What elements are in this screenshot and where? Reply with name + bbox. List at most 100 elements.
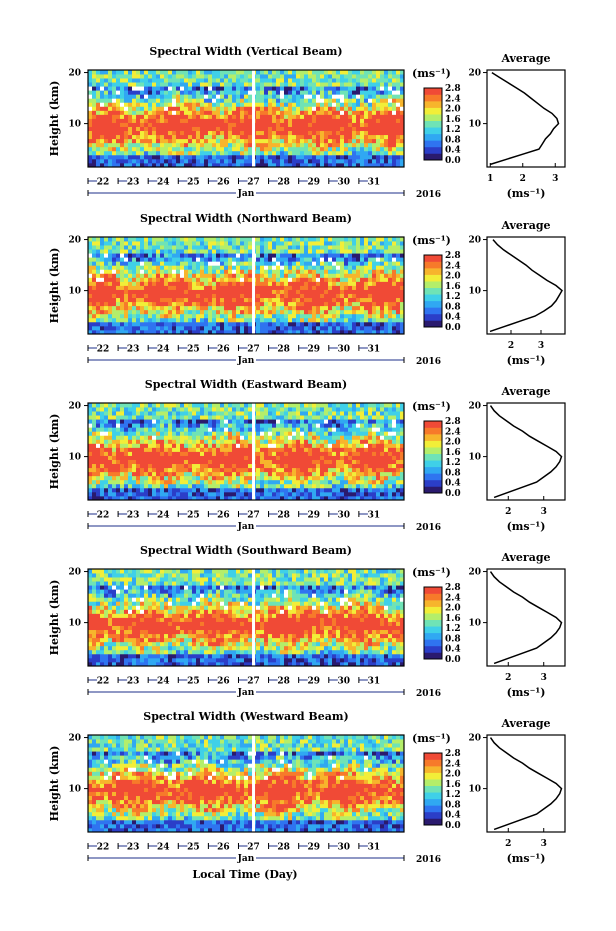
heatmap-cell xyxy=(280,325,285,331)
heatmap-cell xyxy=(308,146,313,152)
heatmap-cell xyxy=(284,257,289,262)
heatmap-cell xyxy=(396,281,401,286)
heatmap-cell xyxy=(184,313,189,319)
heatmap-cell xyxy=(164,329,169,335)
heatmap-cell xyxy=(376,305,381,311)
heatmap-cell xyxy=(112,479,117,485)
heatmap-cell xyxy=(248,249,253,254)
heatmap-cell xyxy=(384,329,389,335)
heatmap-cell xyxy=(128,158,133,164)
heatmap-cell xyxy=(316,130,321,136)
heatmap-cell xyxy=(148,154,153,160)
heatmap-cell xyxy=(292,142,297,148)
heatmap-cell xyxy=(396,273,401,278)
heatmap-cell xyxy=(120,447,125,452)
heatmap-cell xyxy=(296,289,301,294)
heatmap-cell xyxy=(256,447,261,452)
heatmap-cell xyxy=(180,309,185,315)
heatmap-cell xyxy=(376,249,381,254)
heatmap-cell xyxy=(92,237,97,242)
heatmap-cell xyxy=(372,142,377,148)
heatmap-cell xyxy=(224,305,229,311)
heatmap-cell xyxy=(296,110,301,115)
heatmap-cell xyxy=(156,435,161,440)
heatmap-cell xyxy=(208,245,213,250)
heatmap-cell xyxy=(240,471,245,477)
heatmap-cell xyxy=(216,491,221,497)
y-axis-label: Height (km) xyxy=(48,81,61,157)
heatmap-cell xyxy=(344,162,349,168)
heatmap-cell xyxy=(196,134,201,140)
heatmap-cell xyxy=(148,313,153,319)
heatmap-cell xyxy=(168,102,173,107)
heatmap-cell xyxy=(116,285,121,290)
heatmap-cell xyxy=(220,257,225,262)
heatmap-cell xyxy=(304,86,309,91)
heatmap-cell xyxy=(140,126,145,132)
heatmap-cell xyxy=(300,305,305,311)
heatmap-cell xyxy=(204,114,209,119)
heatmap-cell xyxy=(96,82,101,87)
heatmap-cell xyxy=(156,301,161,307)
heatmap-cell xyxy=(188,447,193,452)
heatmap-cell xyxy=(140,491,145,497)
heatmap-cell xyxy=(212,301,217,307)
heatmap-cell xyxy=(304,313,309,319)
heatmap-cell xyxy=(200,407,205,412)
heatmap-cell xyxy=(272,94,277,99)
heatmap-cell xyxy=(248,459,253,465)
colorbar-swatch xyxy=(424,114,442,122)
heatmap-cell xyxy=(152,479,157,485)
heatmap-cell xyxy=(192,483,197,489)
heatmap-cell xyxy=(232,495,237,501)
heatmap-cell xyxy=(300,150,305,156)
heatmap-cell xyxy=(248,70,253,75)
heatmap-cell xyxy=(108,106,113,111)
heatmap-cell xyxy=(272,313,277,319)
heatmap-cell xyxy=(88,241,93,246)
heatmap-cell xyxy=(164,439,169,444)
heatmap-cell xyxy=(132,491,137,497)
heatmap-cell xyxy=(92,479,97,485)
heatmap-cell xyxy=(184,98,189,103)
heatmap-cell xyxy=(360,94,365,99)
heatmap-cell xyxy=(124,491,129,497)
heatmap-cell xyxy=(168,451,173,456)
heatmap-cell xyxy=(156,126,161,132)
heatmap-cell xyxy=(372,118,377,123)
heatmap-cell xyxy=(340,237,345,242)
heatmap-cell xyxy=(180,435,185,440)
heatmap-cell xyxy=(140,74,145,79)
heatmap-cell xyxy=(160,150,165,156)
heatmap-cell xyxy=(208,443,213,448)
heatmap-cell xyxy=(184,301,189,307)
heatmap-cell xyxy=(168,423,173,428)
heatmap-cell xyxy=(160,451,165,456)
heatmap-cell xyxy=(216,74,221,79)
heatmap-cell xyxy=(96,269,101,274)
heatmap-cell xyxy=(200,321,205,327)
heatmap-cell xyxy=(172,475,177,481)
heatmap-cell xyxy=(96,257,101,262)
heatmap-cell xyxy=(108,118,113,123)
heatmap-cell xyxy=(344,150,349,156)
heatmap-cell xyxy=(376,261,381,266)
heatmap-cell xyxy=(168,162,173,168)
heatmap-cell xyxy=(112,114,117,119)
heatmap-cell xyxy=(100,431,105,436)
heatmap-cell xyxy=(204,293,209,299)
heatmap-cell xyxy=(340,110,345,115)
heatmap-cell xyxy=(196,265,201,270)
heatmap-cell xyxy=(384,158,389,164)
heatmap-cell xyxy=(308,118,313,123)
heatmap-cell xyxy=(248,439,253,444)
heatmap-cell xyxy=(164,86,169,91)
heatmap-cell xyxy=(204,411,209,416)
heatmap-cell xyxy=(276,110,281,115)
heatmap-cell xyxy=(364,265,369,270)
heatmap-cell xyxy=(380,281,385,286)
heatmap-cell xyxy=(216,130,221,136)
heatmap-cell xyxy=(224,281,229,286)
heatmap-cell xyxy=(400,70,405,75)
heatmap-cell xyxy=(400,110,405,115)
